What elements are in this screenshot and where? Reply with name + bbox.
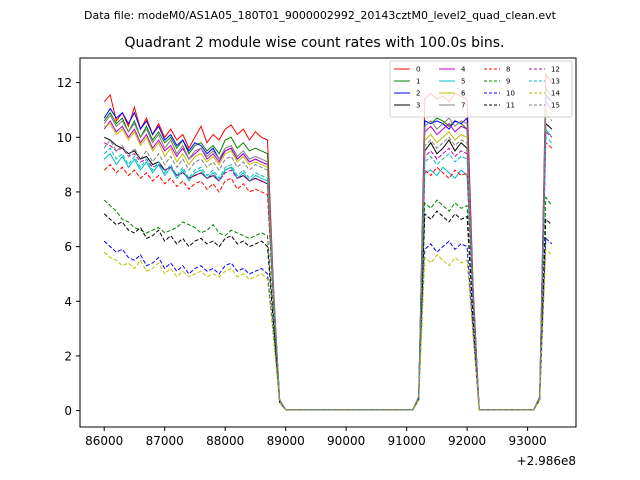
y-tick-label: 2 <box>64 349 72 363</box>
legend-label: 10 <box>506 90 515 98</box>
series-line-2 <box>103 95 553 411</box>
x-tick-label: 88000 <box>206 434 244 448</box>
y-tick-label: 8 <box>64 185 72 199</box>
legend-label: 1 <box>416 78 420 86</box>
series-line-12 <box>103 130 553 411</box>
legend-label: 5 <box>461 78 465 86</box>
series-line-11 <box>103 210 553 411</box>
figure-suptitle: Data file: modeM0/AS1A05_180T01_90000029… <box>84 9 556 22</box>
y-tick-label: 12 <box>57 76 72 90</box>
legend-box <box>389 60 573 118</box>
legend-label: 14 <box>551 90 560 98</box>
legend-label: 0 <box>416 66 420 74</box>
x-tick-label: 89000 <box>267 434 305 448</box>
series-line-15 <box>103 111 553 411</box>
y-tick-label: 6 <box>64 240 72 254</box>
legend-label: 9 <box>506 78 510 86</box>
x-tick-label: 93000 <box>509 434 547 448</box>
legend-label: 15 <box>551 102 560 110</box>
y-tick-label: 10 <box>57 131 72 145</box>
series-line-4 <box>103 100 553 411</box>
legend-label: 7 <box>461 102 465 110</box>
series-line-13 <box>103 136 553 411</box>
legend-label: 11 <box>506 102 515 110</box>
legend-label: 12 <box>551 66 560 74</box>
legend-label: 13 <box>551 78 560 86</box>
series-line-10 <box>103 237 553 411</box>
legend-label: 2 <box>416 90 420 98</box>
x-tick-label: 86000 <box>85 434 123 448</box>
series-line-8 <box>103 141 553 411</box>
series-line-0 <box>103 72 553 411</box>
legend-label: 4 <box>461 66 466 74</box>
legend-label: 6 <box>461 90 466 98</box>
x-offset-label: +2.986e8 <box>517 454 576 468</box>
axes-frame <box>79 57 577 428</box>
x-tick-label: 87000 <box>146 434 184 448</box>
x-tick-label: 92000 <box>448 434 486 448</box>
series-line-7 <box>103 92 553 411</box>
y-tick-label: 4 <box>64 295 72 309</box>
legend-label: 8 <box>506 66 510 74</box>
series-line-14 <box>103 248 553 411</box>
x-tick-label: 91000 <box>388 434 426 448</box>
y-axis: 0 2 4 6 8 10 12 <box>57 76 80 418</box>
plot-lines <box>103 72 553 411</box>
x-axis: 86000 87000 88000 89000 90000 91000 92000 93000 <box>85 427 547 448</box>
series-line-9 <box>103 195 553 411</box>
x-tick-label: 90000 <box>327 434 365 448</box>
legend-label: 3 <box>416 102 420 110</box>
y-tick-label: 0 <box>64 404 72 418</box>
chart-title: Quadrant 2 module wise count rates with … <box>124 35 505 51</box>
series-line-6 <box>103 108 553 411</box>
